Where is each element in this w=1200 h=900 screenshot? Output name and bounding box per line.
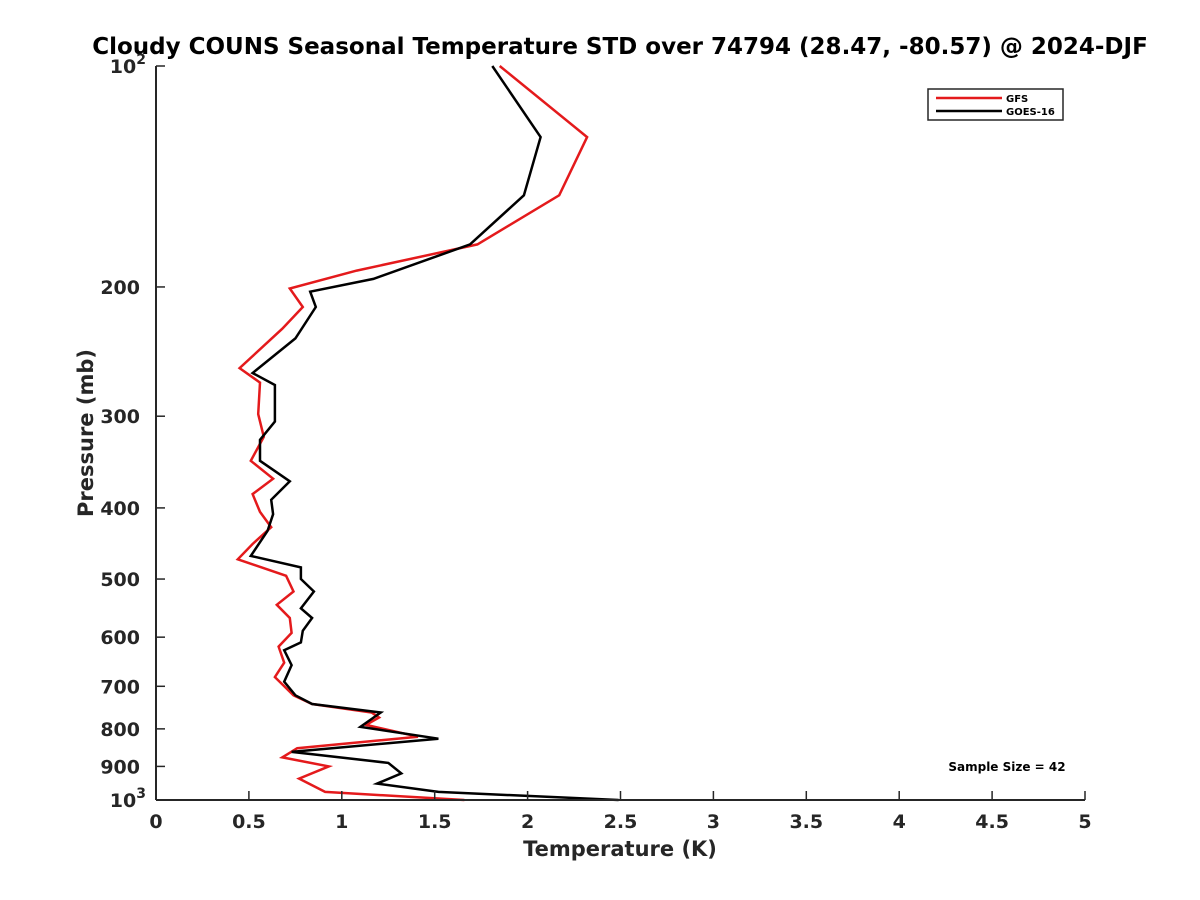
y-tick-label: 600 bbox=[100, 627, 140, 649]
series-line-goes16 bbox=[248, 65, 619, 802]
x-tick-label: 3.5 bbox=[789, 811, 823, 833]
y-tick-label: 700 bbox=[100, 676, 140, 698]
y-tick-label-base: 10 bbox=[110, 56, 136, 78]
y-tick-label-base: 10 bbox=[110, 790, 136, 812]
x-tick-label: 2 bbox=[521, 811, 534, 833]
y-tick-label-exponent: 2 bbox=[136, 52, 146, 68]
x-axis-label: Temperature (K) bbox=[523, 837, 717, 861]
x-tick-label: 2.5 bbox=[604, 811, 638, 833]
y-tick-label: 200 bbox=[100, 277, 140, 299]
legend-label-gfs: GFS bbox=[1006, 94, 1028, 105]
y-tick-label: 300 bbox=[100, 406, 140, 428]
y-axis-label: Pressure (mb) bbox=[74, 349, 98, 517]
chart-title: Cloudy COUNS Seasonal Temperature STD ov… bbox=[92, 34, 1148, 60]
sample-size-annotation: Sample Size = 42 bbox=[948, 760, 1065, 774]
y-tick-label: 400 bbox=[100, 498, 140, 520]
legend: GFS GOES-16 bbox=[927, 88, 1064, 121]
y-tick-label: 102 bbox=[110, 52, 146, 78]
x-tick-label: 5 bbox=[1078, 811, 1091, 833]
x-ticks: 0 0.5 1 1.5 2 2.5 3 3.5 4 4.5 5 bbox=[149, 791, 1092, 833]
x-tick-label: 0.5 bbox=[232, 811, 266, 833]
x-tick-label: 4 bbox=[893, 811, 906, 833]
plot-area bbox=[156, 66, 1085, 800]
y-tick-label: 500 bbox=[100, 569, 140, 591]
x-tick-label: 1.5 bbox=[418, 811, 452, 833]
series-layer bbox=[235, 65, 619, 802]
x-tick-label: 1 bbox=[335, 811, 348, 833]
y-tick-label-exponent: 3 bbox=[136, 786, 146, 802]
y-tick-label: 800 bbox=[100, 719, 140, 741]
y-tick-label: 900 bbox=[100, 756, 140, 778]
y-tick-label: 103 bbox=[110, 786, 146, 812]
x-tick-label: 3 bbox=[707, 811, 720, 833]
legend-box bbox=[927, 88, 1064, 121]
x-tick-label: 0 bbox=[149, 811, 162, 833]
x-tick-label: 4.5 bbox=[975, 811, 1009, 833]
legend-label-goes16: GOES-16 bbox=[1006, 107, 1055, 118]
